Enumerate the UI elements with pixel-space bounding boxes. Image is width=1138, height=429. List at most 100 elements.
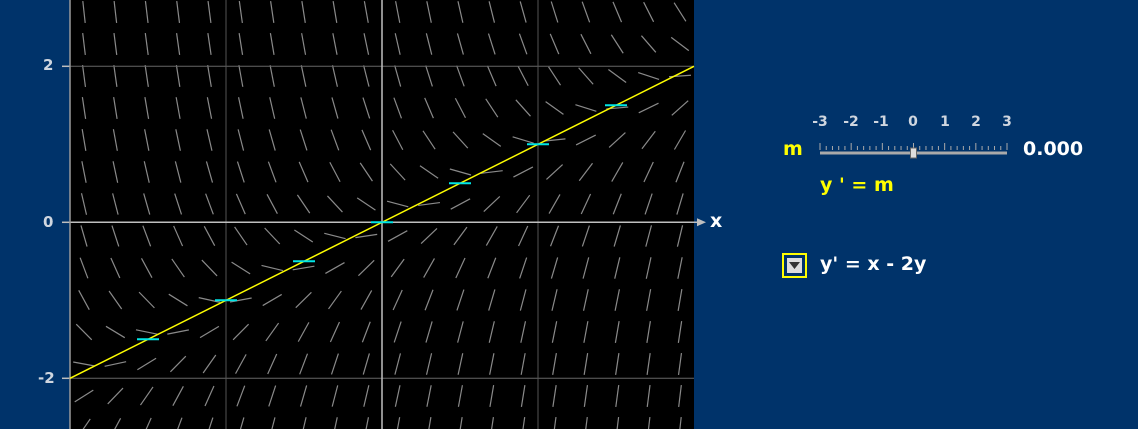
slope-segment xyxy=(324,232,346,240)
slope-segment xyxy=(644,193,653,215)
slope-segment xyxy=(450,198,471,210)
slope-segment xyxy=(207,65,212,87)
slope-segment xyxy=(269,97,276,119)
slope-segment xyxy=(75,323,93,341)
slope-segment xyxy=(198,297,221,303)
slope-segment xyxy=(234,226,248,246)
slope-segment xyxy=(386,200,409,208)
slope-segment xyxy=(424,97,434,119)
slope-segment xyxy=(331,65,338,87)
slider-tick-label: -2 xyxy=(843,114,859,130)
slope-segment xyxy=(143,193,151,215)
slope-segment xyxy=(332,33,338,55)
slope-segment xyxy=(206,97,213,119)
slope-segment xyxy=(519,289,527,311)
slope-segment xyxy=(646,289,652,311)
slope-segment xyxy=(299,353,309,375)
slope-segment xyxy=(638,102,659,114)
slope-segment xyxy=(608,69,627,83)
slope-segment xyxy=(81,97,87,119)
slope-segment xyxy=(113,97,118,119)
slope-segment xyxy=(612,193,622,215)
slope-segment xyxy=(549,33,560,55)
slope-segment xyxy=(646,321,651,343)
slope-segment xyxy=(645,257,652,279)
slope-segment xyxy=(231,261,251,275)
slope-segment xyxy=(81,129,87,151)
slope-segment xyxy=(390,258,405,278)
slope-segment xyxy=(235,354,247,374)
slider-thumb[interactable] xyxy=(910,147,917,159)
slope-segment xyxy=(491,417,495,429)
slope-segment xyxy=(393,97,403,119)
slope-segment xyxy=(295,291,312,309)
slope-segment xyxy=(513,166,534,178)
slope-segment xyxy=(107,387,124,405)
slope-segment xyxy=(82,33,86,55)
slope-segment xyxy=(175,129,181,151)
slope-segment xyxy=(144,1,149,23)
slope-segment xyxy=(395,1,401,23)
slope-segment xyxy=(457,321,464,343)
slope-segment xyxy=(82,418,91,429)
slope-segment xyxy=(267,161,277,183)
slope-segment xyxy=(456,33,464,55)
slope-segment xyxy=(81,161,87,183)
slope-segment xyxy=(449,168,472,176)
slope-segment xyxy=(329,161,341,183)
chevron-down-icon xyxy=(787,258,802,273)
slope-segment xyxy=(270,1,275,23)
slope-segment xyxy=(73,361,95,367)
slope-segment xyxy=(327,195,343,213)
slope-segment xyxy=(82,0,86,24)
slope-segment xyxy=(549,225,560,247)
slope-segment xyxy=(332,1,338,23)
slope-segment xyxy=(173,225,184,247)
slope-segment xyxy=(236,161,245,183)
slope-segment xyxy=(517,65,529,87)
slope-segment xyxy=(551,289,558,311)
slope-segment xyxy=(296,194,311,214)
equation-dropdown-button[interactable] xyxy=(782,253,807,278)
slope-segment xyxy=(80,193,88,215)
slope-segment xyxy=(673,130,687,150)
slope-segment xyxy=(104,361,127,367)
slope-segment xyxy=(459,417,463,429)
slope-segment xyxy=(485,226,498,246)
slope-segment xyxy=(583,321,589,343)
slope-segment xyxy=(365,417,370,429)
slope-segment xyxy=(394,385,401,407)
slope-segment xyxy=(483,196,501,212)
slope-segment xyxy=(640,35,657,53)
slope-segment xyxy=(171,258,185,278)
slope-segment xyxy=(485,98,499,118)
slope-segment xyxy=(638,71,660,81)
slope-segment xyxy=(518,33,528,55)
slope-segment xyxy=(204,385,215,407)
slope-segment xyxy=(394,353,402,375)
slope-segment xyxy=(298,161,309,183)
slope-segment xyxy=(78,290,90,310)
slope-segment xyxy=(302,417,307,429)
slope-segment xyxy=(394,65,402,87)
slope-segment xyxy=(137,357,157,371)
slope-segment xyxy=(512,136,534,144)
slope-segment xyxy=(238,65,244,87)
slope-segment xyxy=(301,1,306,23)
slope-segment xyxy=(113,65,118,87)
slope-segment xyxy=(517,225,529,247)
slope-segment xyxy=(329,321,341,343)
slider-tick-label: 1 xyxy=(940,114,950,130)
slope-segment xyxy=(105,325,126,339)
slope-segment xyxy=(578,162,594,182)
slope-segment xyxy=(140,258,153,278)
slope-segment xyxy=(268,129,276,151)
slope-segment xyxy=(111,225,120,247)
slope-segment xyxy=(677,353,683,375)
slope-segment xyxy=(516,194,531,214)
m-slider[interactable] xyxy=(819,136,1009,160)
slope-segment xyxy=(110,257,121,279)
slope-segment xyxy=(264,227,281,245)
slope-segment xyxy=(482,133,502,147)
slope-segment xyxy=(363,33,370,55)
